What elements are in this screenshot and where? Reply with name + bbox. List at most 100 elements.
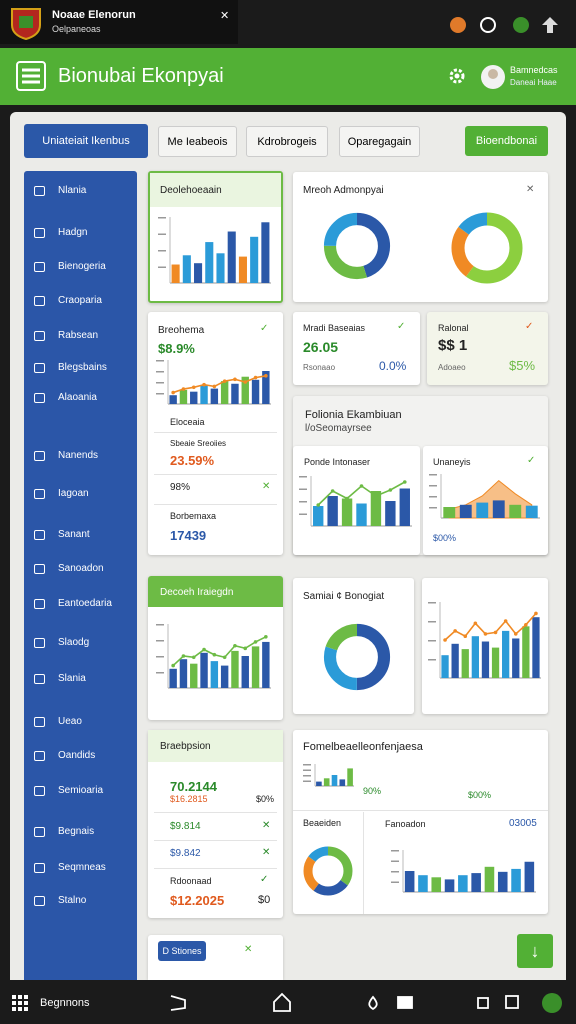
user-role: Daneai Haae xyxy=(510,78,557,87)
sidebar-item[interactable]: Alaoania xyxy=(58,392,97,403)
nav-icons[interactable] xyxy=(168,992,568,1014)
line-point xyxy=(316,503,321,507)
sidebar-icon xyxy=(34,863,45,873)
sidebar-item[interactable]: Blegsbains xyxy=(58,362,107,373)
row-label: Sbeaie Sreoiies xyxy=(170,439,227,448)
check-icon[interactable]: ✓ xyxy=(525,321,534,332)
check-icon[interactable]: ✓ xyxy=(527,455,536,466)
action-button[interactable]: Bioendbonai xyxy=(465,126,548,156)
sidebar-icon xyxy=(34,262,45,272)
settings-icon[interactable] xyxy=(447,66,467,86)
tick-decor xyxy=(303,769,311,771)
card-value: $8.9% xyxy=(158,341,195,356)
divider xyxy=(154,504,277,505)
card-header xyxy=(150,173,281,207)
bar xyxy=(169,668,177,688)
sidebar-item[interactable]: Begnais xyxy=(58,826,95,837)
divider xyxy=(154,474,277,475)
bar xyxy=(524,861,535,892)
bar xyxy=(471,636,479,678)
sidebar-item[interactable]: Slaodg xyxy=(58,637,90,648)
bar xyxy=(341,498,353,526)
bar xyxy=(476,502,489,518)
tick-decor xyxy=(429,496,437,498)
close-icon[interactable]: ✕ xyxy=(262,847,271,858)
tick-decor xyxy=(158,250,166,252)
sidebar-item[interactable]: Oandids xyxy=(58,750,96,761)
kpi-value: 26.05 xyxy=(303,339,339,355)
tick-decor xyxy=(303,775,311,777)
bar xyxy=(231,650,239,688)
bar xyxy=(404,871,415,892)
card-title: Deolehoeaain xyxy=(160,185,222,196)
sidebar-item[interactable]: Ueao xyxy=(58,716,82,727)
fab-button[interactable]: ↓ xyxy=(517,934,553,968)
tab-active[interactable]: Uniateiait Ikenbus xyxy=(24,124,148,158)
tick-decor xyxy=(428,659,436,661)
grid-icon[interactable] xyxy=(12,995,28,1011)
sidebar-item[interactable]: Nanends xyxy=(58,450,99,461)
row-value: 98% xyxy=(170,482,191,493)
line-point xyxy=(453,629,457,633)
overview-card: Deolehoeaain xyxy=(148,171,283,303)
sidebar-item[interactable]: Stalno xyxy=(58,895,87,906)
line-point xyxy=(202,382,206,387)
bar xyxy=(461,649,469,678)
close-icon[interactable]: ✕ xyxy=(244,944,253,955)
close-icon[interactable]: ✕ xyxy=(526,184,535,195)
kpi-change: $5% xyxy=(509,358,536,373)
line-point xyxy=(483,632,488,636)
sidebar-item[interactable]: Seqmneas xyxy=(58,862,106,873)
footer-button[interactable]: D Stiones xyxy=(158,941,206,961)
check-icon[interactable]: ✓ xyxy=(397,321,406,332)
line-point xyxy=(202,647,206,652)
tab-label: Uniateiait Ikenbus xyxy=(42,135,130,147)
donut xyxy=(303,846,353,896)
bar xyxy=(190,663,198,688)
sidebar-item[interactable]: Semioaria xyxy=(58,785,104,796)
sidebar-item[interactable]: Sanoadon xyxy=(58,563,104,574)
line xyxy=(172,375,266,394)
sidebar-item[interactable]: Slania xyxy=(58,673,86,684)
close-icon[interactable]: ✕ xyxy=(262,481,271,492)
sidebar-item[interactable]: Iagoan xyxy=(58,488,89,499)
bar xyxy=(481,641,490,678)
sidebar-icon xyxy=(34,827,45,837)
tick-decor xyxy=(391,860,399,862)
card-header xyxy=(148,576,283,607)
bar xyxy=(261,222,270,283)
action-label: Bioendbonai xyxy=(475,135,538,147)
line-point xyxy=(243,380,248,384)
tab[interactable]: Kdrobrogeis xyxy=(246,126,328,157)
sidebar-item[interactable]: Sanant xyxy=(58,529,90,540)
donut xyxy=(323,212,391,280)
sidebar-item[interactable]: Bienogeria xyxy=(58,261,106,272)
close-icon[interactable]: ✕ xyxy=(220,10,230,22)
donut-segment xyxy=(303,846,353,896)
tab[interactable]: Me Ieabeois xyxy=(158,126,237,157)
sidebar-icon xyxy=(34,530,45,540)
close-icon[interactable]: ✕ xyxy=(262,820,271,831)
tick-decor xyxy=(428,602,436,604)
sidebar-icon xyxy=(34,674,45,684)
tick-decor xyxy=(299,501,307,503)
sidebar-item[interactable]: Hadgn xyxy=(58,227,88,238)
bar xyxy=(525,505,538,518)
sidebar-item[interactable]: Eantoedaria xyxy=(58,598,112,609)
sidebar-item[interactable]: Rabsean xyxy=(58,330,99,341)
sidebar-item[interactable]: Nlania xyxy=(58,185,87,196)
line-point xyxy=(503,619,508,623)
donut-segment xyxy=(323,623,391,691)
row-label: Rdoonaad xyxy=(170,876,212,886)
check-icon[interactable]: ✓ xyxy=(260,874,269,885)
avatar[interactable] xyxy=(480,64,506,90)
section-title: Beaeiden xyxy=(303,818,342,828)
bottom-bar xyxy=(0,980,576,1024)
status-subtitle: Oelpaneoas xyxy=(52,24,101,34)
tab[interactable]: Oparegagain xyxy=(339,126,420,157)
sidebar-item[interactable]: Craoparia xyxy=(58,295,102,306)
summary-card: Mreoh Admonpyai ✕ xyxy=(293,172,548,302)
sidebar-icon xyxy=(34,599,45,609)
check-icon[interactable]: ✓ xyxy=(260,323,269,334)
